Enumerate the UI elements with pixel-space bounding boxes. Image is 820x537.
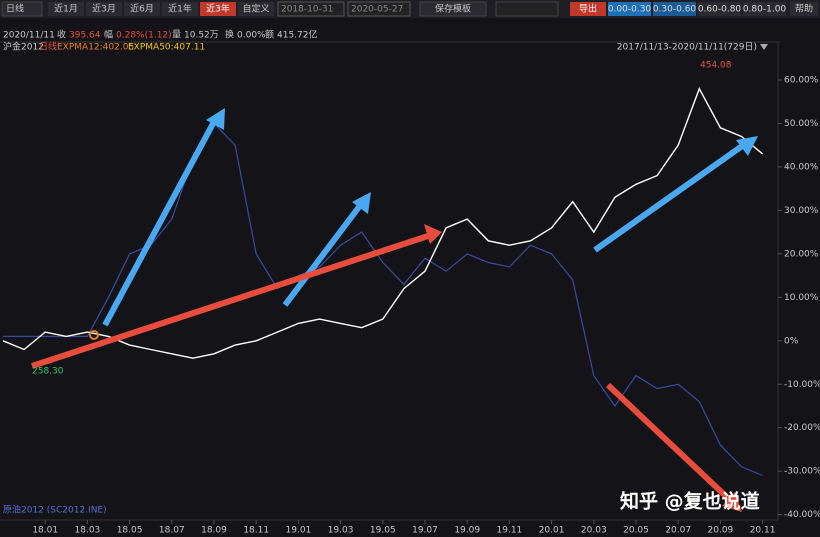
low-label: 258.30 (32, 367, 64, 377)
y-tick-label: 10.00% (784, 293, 819, 303)
period-select[interactable] (1, 1, 43, 17)
info-label: 换 (225, 29, 234, 41)
band-button[interactable] (653, 2, 696, 16)
arrow (593, 141, 747, 253)
y-tick-label: 0% (784, 336, 799, 346)
date-input[interactable] (347, 1, 411, 17)
arrows (31, 108, 758, 512)
range-button[interactable] (200, 2, 236, 16)
arrow-head (722, 492, 742, 512)
arrow (282, 201, 365, 307)
x-tick-label: 20.09 (708, 526, 734, 536)
button[interactable] (570, 2, 606, 16)
x-tick-label: 20.01 (539, 526, 565, 536)
select[interactable] (495, 1, 559, 17)
y-tick-label: 20.00% (784, 249, 819, 259)
range-label[interactable]: 近1月 (54, 3, 78, 15)
save-button[interactable]: 保存模板 (435, 3, 471, 15)
arrow (102, 116, 219, 327)
range-label[interactable]: 近6月 (130, 3, 154, 15)
marker (89, 330, 99, 340)
range-label[interactable]: 自定义 (242, 3, 269, 15)
arrow-head (206, 108, 225, 130)
info-value: 0.00% (237, 31, 266, 41)
x-tick-label: 20.03 (581, 526, 607, 536)
band-label[interactable]: 0.30-0.60 (653, 5, 697, 15)
x-tick-label: 20.05 (623, 526, 649, 536)
ema12: EXPMA12:402.05 (57, 43, 134, 53)
band-button[interactable] (608, 2, 651, 16)
range-label[interactable]: 近1年 (168, 3, 192, 15)
range-button[interactable] (48, 2, 84, 16)
y-tick-label: 40.00% (784, 162, 819, 172)
x-tick-label: 18.11 (243, 526, 269, 536)
band-label[interactable]: 0.80-1.00 (743, 5, 787, 15)
info-value: 0.28%(1.12) (116, 31, 172, 41)
info-date: 2020/11/11 (3, 31, 55, 41)
y-tick-label: -30.00% (784, 467, 820, 477)
range-label[interactable]: 近3月 (92, 3, 116, 15)
range-button[interactable] (162, 2, 198, 16)
band-button[interactable] (698, 2, 741, 16)
date-span: 2017/11/13-2020/11/11(729日) (617, 42, 757, 53)
y-tick-label: 60.00% (784, 75, 819, 85)
x-tick-label: 19.03 (328, 526, 354, 536)
info-label: 额 (265, 29, 274, 41)
high-label: 454.08 (700, 61, 732, 71)
watermark: 知乎 @复也说道 (620, 490, 760, 513)
date-input[interactable] (277, 1, 345, 17)
button[interactable] (790, 2, 818, 16)
x-tick-label: 18.07 (159, 526, 185, 536)
info-value: 395.64 (69, 31, 101, 41)
x-tick-label: 19.11 (497, 526, 523, 536)
export-button[interactable]: 导出 (579, 3, 597, 15)
series-line (3, 122, 763, 477)
x-tick-label: 20.11 (750, 526, 776, 536)
y-tick-label: -10.00% (784, 380, 820, 390)
y-tick-label: -20.00% (784, 423, 820, 433)
x-tick-label: 18.05 (117, 526, 143, 536)
range-button[interactable] (124, 2, 160, 16)
ema50: EXPMA50:407.11 (128, 43, 205, 53)
end-date[interactable]: 2020-05-27 (351, 5, 403, 15)
arrow-head (424, 224, 442, 244)
x-tick-label: 19.01 (286, 526, 312, 536)
info-period: 日线 (39, 41, 57, 53)
dropdown-icon[interactable] (760, 44, 768, 50)
y-tick-label: 30.00% (784, 206, 819, 216)
info-value: 415.72亿 (277, 29, 318, 41)
series-name: 沪金2012 (3, 41, 44, 53)
x-tick-label: 19.09 (454, 526, 480, 536)
x-tick-label: 18.01 (32, 526, 58, 536)
info-value: 10.52万 (184, 31, 219, 41)
info-label: 收 (57, 29, 66, 41)
arrow-head (736, 136, 758, 156)
series-name: 原油2012 (SC2012.INE) (3, 504, 107, 516)
x-tick-label: 18.09 (201, 526, 227, 536)
x-tick-label: 20.07 (665, 526, 691, 536)
start-date[interactable]: 2018-10-31 (281, 5, 333, 15)
series-line (2, 87, 764, 359)
band-label[interactable]: 0.60-0.80 (698, 5, 742, 15)
y-tick-label: -40.00% (784, 510, 820, 520)
x-tick-label: 18.03 (75, 526, 101, 536)
arrow (31, 233, 429, 369)
y-tick-label: 50.00% (784, 119, 819, 129)
arrow-head (352, 192, 371, 214)
x-tick-label: 19.05 (370, 526, 396, 536)
arrow (605, 382, 733, 503)
button[interactable] (419, 1, 487, 17)
range-button[interactable] (238, 2, 274, 16)
x-tick-label: 19.07 (412, 526, 438, 536)
info-label: 量 (172, 30, 181, 41)
info-label: 幅 (104, 29, 113, 41)
range-label[interactable]: 近3年 (206, 3, 230, 15)
band-button[interactable] (743, 2, 786, 16)
period[interactable]: 日线 (6, 3, 24, 15)
range-button[interactable] (86, 2, 122, 16)
help-button[interactable]: 帮助 (795, 3, 813, 15)
band-label[interactable]: 0.00-0.30 (608, 5, 652, 15)
